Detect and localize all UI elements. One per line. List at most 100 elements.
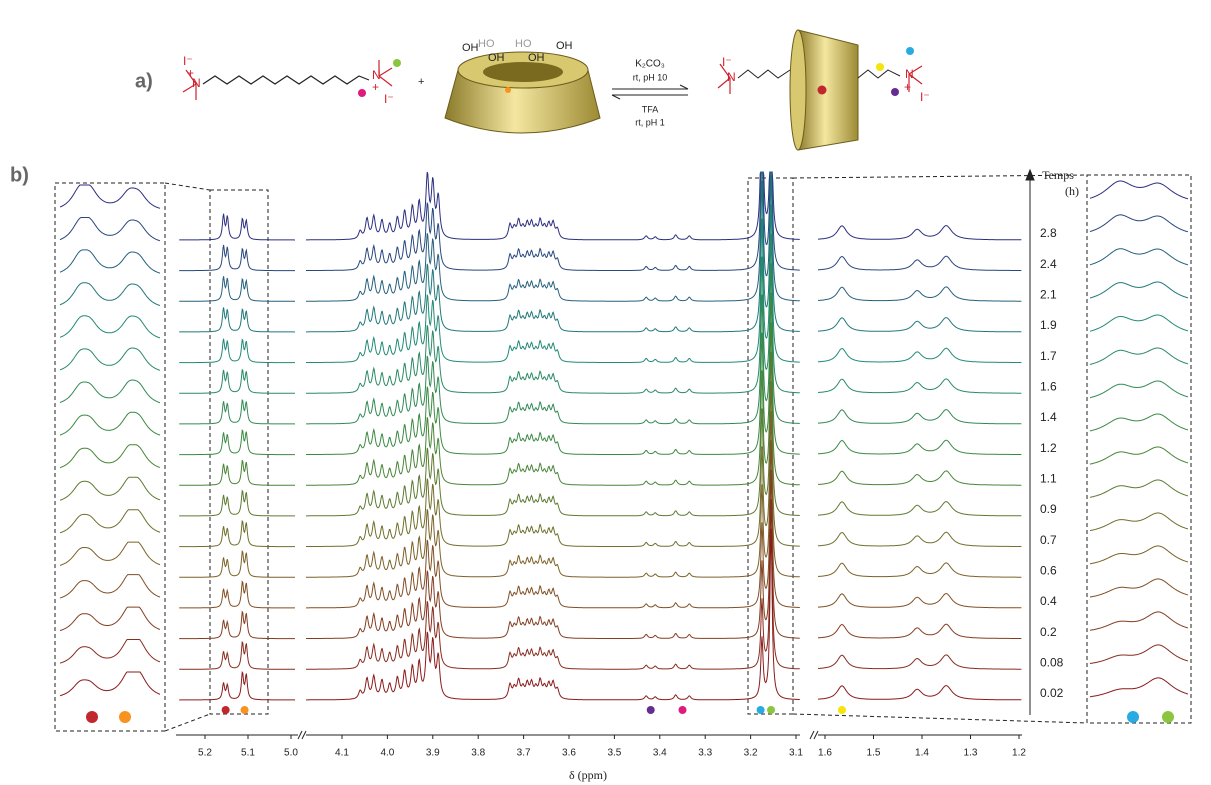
inset-trace: [59, 509, 161, 534]
zoom-guides: [164, 174, 1088, 732]
x-tick-label: 5.1: [241, 748, 255, 759]
x-tick-label: 1.4: [915, 748, 929, 759]
x-tick-label: 3.8: [471, 748, 485, 759]
time-label: 0.4: [1040, 594, 1057, 608]
condition: TFA: [642, 104, 659, 114]
spectrum-trace: [817, 562, 1022, 578]
proton-dot: [1162, 711, 1174, 723]
x-tick-label: 3.6: [562, 748, 576, 759]
axis-breaks: [297, 730, 819, 740]
proton-dot: [119, 711, 131, 723]
spectrum-trace: [179, 519, 295, 548]
inset-trace: [1089, 281, 1189, 299]
spectrum-trace: [306, 171, 800, 241]
x-tick-label: 4.0: [380, 748, 394, 759]
rotaxane: [717, 29, 923, 151]
hydroxyl: HO: [478, 38, 495, 50]
spectrum-trace: [179, 610, 295, 640]
inset-trace: [59, 184, 161, 209]
charge: +: [904, 80, 911, 94]
spectrum-trace: [306, 381, 800, 547]
spectrum-trace: [179, 276, 295, 302]
atom-label: N: [905, 67, 914, 81]
time-label: 1.9: [1040, 318, 1057, 332]
spectrum-trace: [818, 225, 1022, 241]
spectrum-trace: [306, 292, 800, 455]
time-label: 0.6: [1040, 564, 1057, 578]
time-label: 1.6: [1040, 380, 1057, 394]
spectrum-trace: [179, 398, 296, 425]
inset-trace: [1089, 446, 1189, 465]
charge: +: [372, 80, 379, 94]
inset-trace: [1089, 248, 1189, 266]
time-axis-title: Temps: [1042, 168, 1074, 182]
spectrum-trace: [817, 470, 1022, 486]
spectrum-trace: [817, 378, 1022, 394]
inset-trace: [59, 347, 161, 371]
inset-trace: [1089, 347, 1189, 365]
x-tick-label: 3.9: [426, 748, 440, 759]
proton-dot: [646, 706, 655, 714]
spectrum-trace: [306, 204, 800, 363]
spectrum-trace: [817, 286, 1022, 302]
counterion: I⁻: [384, 92, 394, 106]
time-label: 1.4: [1040, 410, 1057, 424]
time-label: 2.8: [1040, 226, 1057, 240]
x-tick-label: 1.6: [818, 748, 832, 759]
hydroxyl: OH: [556, 40, 573, 52]
proton-dot: [767, 706, 776, 714]
time-label: 1.1: [1040, 472, 1057, 486]
x-tick-label: 3.5: [607, 748, 621, 759]
hydroxyl: OH: [528, 52, 545, 64]
spectrum-trace: [306, 351, 800, 517]
inset-trace: [59, 282, 161, 306]
x-axis-title: δ (ppm): [569, 768, 607, 782]
time-label: 2.4: [1040, 257, 1057, 271]
spectrum-trace: [306, 410, 800, 578]
spectrum-trace: [306, 174, 800, 333]
proton-dot: [756, 706, 765, 714]
spectrum-trace: [179, 489, 296, 517]
x-tick-label: 1.5: [867, 748, 881, 759]
spectrum-trace: [179, 459, 295, 486]
x-tick-label: 3.7: [517, 748, 531, 759]
spectrum-trace: [306, 440, 800, 609]
counterion: I⁻: [722, 55, 732, 69]
time-label: 0.2: [1040, 625, 1057, 639]
proton-dot: [221, 706, 230, 714]
proton-dot: [86, 711, 98, 723]
inset-trace: [1089, 479, 1189, 498]
panel-label: b): [10, 164, 29, 186]
inset-trace: [59, 315, 161, 339]
spectrum-trace: [179, 213, 295, 241]
inset-trace: [1089, 644, 1189, 664]
charge: +: [187, 66, 194, 80]
inset-trace: [59, 444, 161, 469]
zoom-box: [209, 189, 269, 715]
cyclodextrin: [444, 51, 601, 134]
plus: +: [418, 76, 424, 88]
atom-label: N: [192, 76, 201, 90]
spectrum-trace: [818, 501, 1022, 517]
spectrum-trace: [179, 368, 295, 394]
hydroxyl: OH: [488, 52, 505, 64]
spectrum-trace: [179, 429, 295, 456]
inset-trace: [59, 249, 161, 274]
time-label: 2.1: [1040, 288, 1057, 302]
spectrum-trace: [818, 593, 1022, 609]
x-tick-label: 3.1: [789, 748, 803, 759]
condition: K₂CO₃: [635, 59, 665, 70]
guest-molecule: [182, 60, 393, 100]
time-label: 0.9: [1040, 502, 1057, 516]
spectrum-trace: [179, 307, 295, 333]
spectrum-trace: [306, 171, 800, 271]
time-label: 1.7: [1040, 349, 1057, 363]
spectrum-trace: [179, 244, 295, 272]
condition: rt, pH 10: [633, 72, 668, 82]
time-label: 1.2: [1040, 441, 1057, 455]
atom-label: N: [727, 70, 736, 84]
inset-frame: [54, 182, 166, 732]
x-tick-label: 5.2: [198, 748, 212, 759]
x-tick-label: 1.3: [964, 748, 978, 759]
